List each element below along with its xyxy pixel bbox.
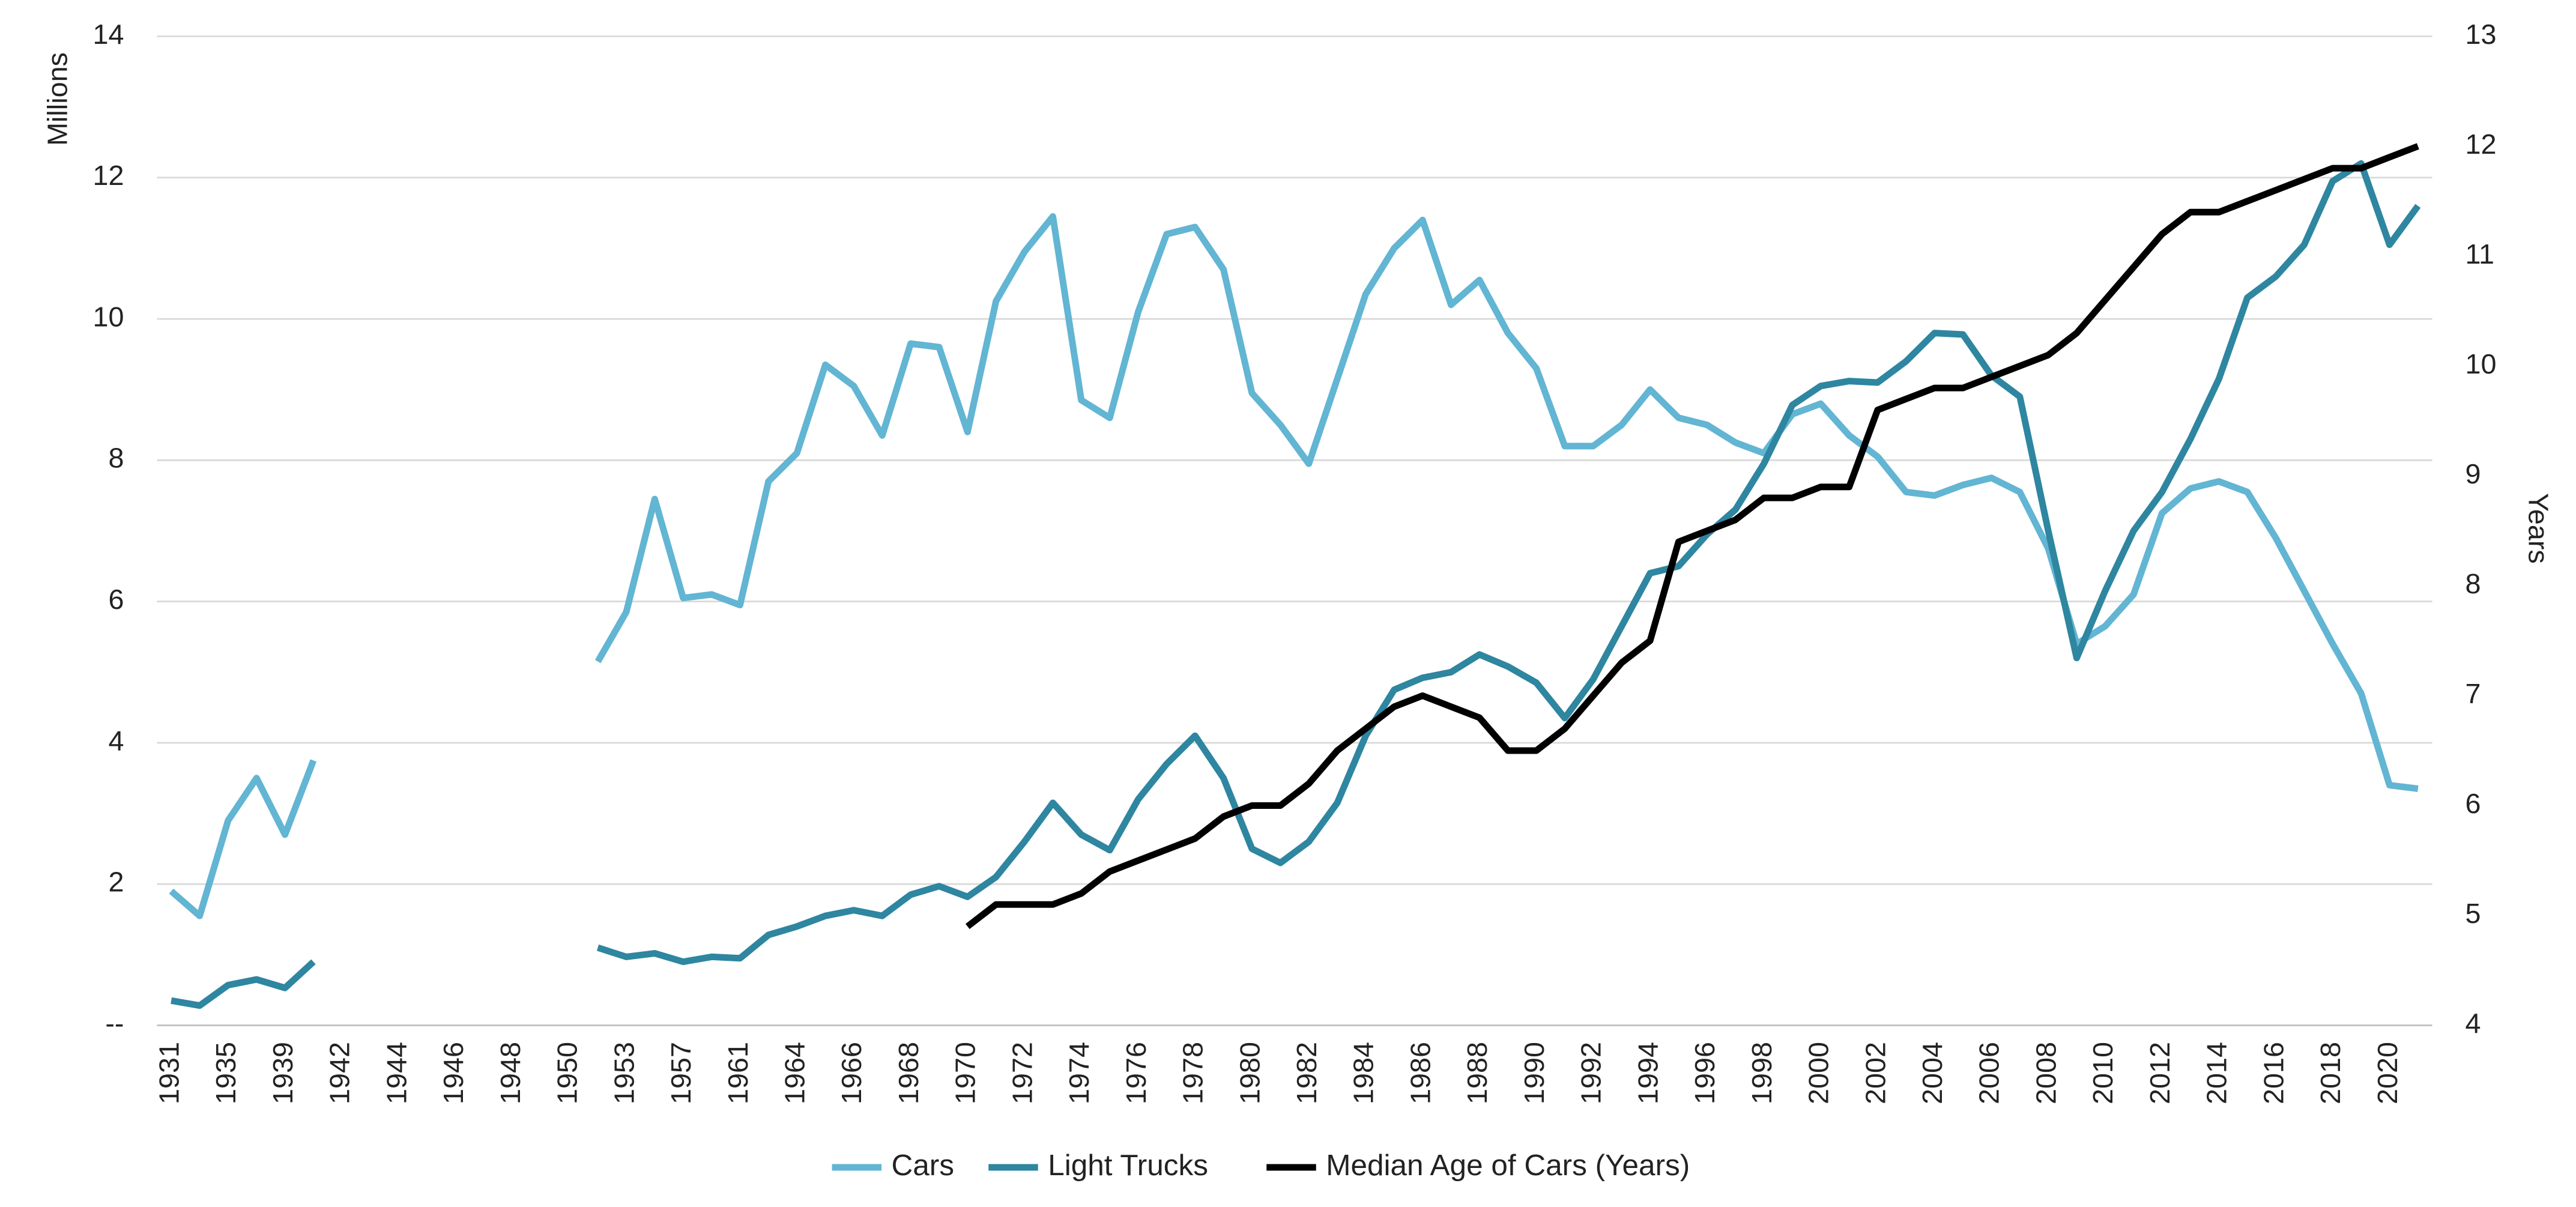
x-tick-label: 2006 bbox=[1974, 1042, 2005, 1104]
x-tick-label: 1961 bbox=[722, 1042, 754, 1104]
y-tick-label: -- bbox=[105, 1008, 124, 1039]
x-tick-label: 1931 bbox=[154, 1042, 185, 1104]
x-tick-label: 2018 bbox=[2315, 1042, 2346, 1104]
x-tick-label: 1976 bbox=[1120, 1042, 1152, 1104]
x-tick-label: 2002 bbox=[1860, 1042, 1891, 1104]
x-tick-label: 2012 bbox=[2144, 1042, 2175, 1104]
x-tick-label: 1966 bbox=[836, 1042, 867, 1104]
x-tick-label: 1948 bbox=[495, 1042, 526, 1104]
y2-tick-label: 5 bbox=[2466, 898, 2481, 929]
y-tick-label: 6 bbox=[108, 584, 124, 615]
x-tick-label: 1994 bbox=[1632, 1042, 1663, 1104]
series-line bbox=[965, 143, 2419, 930]
x-tick-label: 1968 bbox=[893, 1042, 924, 1104]
y-tick-label: 8 bbox=[108, 443, 124, 474]
y2-tick-label: 7 bbox=[2466, 678, 2481, 709]
legend-label: Median Age of Cars (Years) bbox=[1326, 1149, 1690, 1182]
x-tick-label: 1998 bbox=[1746, 1042, 1777, 1104]
x-tick-label: 1953 bbox=[608, 1042, 639, 1104]
x-tick-label: 1950 bbox=[552, 1042, 583, 1104]
y-tick-label: 14 bbox=[93, 19, 124, 50]
x-tick-label: 1957 bbox=[665, 1042, 697, 1104]
y2-tick-label: 8 bbox=[2466, 568, 2481, 599]
x-tick-label: 1992 bbox=[1576, 1042, 1607, 1104]
x-tick-label: 1972 bbox=[1006, 1042, 1038, 1104]
y-axis-title: Millions bbox=[42, 52, 73, 146]
x-tick-label: 1982 bbox=[1291, 1042, 1322, 1104]
y2-tick-label: 13 bbox=[2466, 19, 2497, 50]
x-tick-label: 1942 bbox=[324, 1042, 355, 1104]
y-tick-label: 12 bbox=[93, 160, 124, 191]
x-tick-label: 1964 bbox=[779, 1042, 810, 1104]
x-tick-label: 2000 bbox=[1803, 1042, 1834, 1104]
y2-tick-label: 4 bbox=[2466, 1008, 2481, 1039]
x-tick-label: 2020 bbox=[2372, 1042, 2403, 1104]
series-line bbox=[171, 160, 2421, 1009]
x-tick-label: 2004 bbox=[1917, 1042, 1948, 1104]
x-tick-label: 1988 bbox=[1462, 1042, 1493, 1104]
y-tick-label: 4 bbox=[108, 725, 124, 756]
x-tick-label: 1996 bbox=[1689, 1042, 1720, 1104]
legend-label: Light Trucks bbox=[1048, 1149, 1208, 1182]
x-tick-label: 2008 bbox=[2030, 1042, 2061, 1104]
x-tick-label: 1939 bbox=[267, 1042, 298, 1104]
x-tick-label: 1978 bbox=[1178, 1042, 1209, 1104]
x-tick-label: 1986 bbox=[1404, 1042, 1436, 1104]
x-tick-label: 2010 bbox=[2087, 1042, 2118, 1104]
x-tick-label: 1935 bbox=[210, 1042, 241, 1104]
x-tick-label: 2016 bbox=[2258, 1042, 2289, 1104]
y2-tick-label: 11 bbox=[2466, 238, 2495, 270]
x-tick-label: 1944 bbox=[381, 1042, 412, 1104]
y-tick-label: 10 bbox=[93, 301, 124, 332]
y2-tick-label: 10 bbox=[2466, 348, 2497, 380]
x-tick-label: 1974 bbox=[1063, 1042, 1095, 1104]
x-tick-label: 2014 bbox=[2201, 1042, 2233, 1104]
x-tick-label: 1946 bbox=[438, 1042, 469, 1104]
y2-axis-title: Years bbox=[2523, 493, 2554, 564]
legend-label: Cars bbox=[892, 1149, 954, 1182]
x-tick-label: 1990 bbox=[1519, 1042, 1550, 1104]
y2-tick-label: 12 bbox=[2466, 129, 2497, 160]
x-tick-label: 1970 bbox=[950, 1042, 981, 1104]
x-tick-label: 1980 bbox=[1234, 1042, 1265, 1104]
y2-tick-label: 9 bbox=[2466, 458, 2481, 489]
y2-tick-label: 6 bbox=[2466, 788, 2481, 819]
x-tick-label: 1984 bbox=[1348, 1042, 1379, 1104]
y-tick-label: 2 bbox=[108, 867, 124, 898]
series-line bbox=[169, 213, 2419, 919]
